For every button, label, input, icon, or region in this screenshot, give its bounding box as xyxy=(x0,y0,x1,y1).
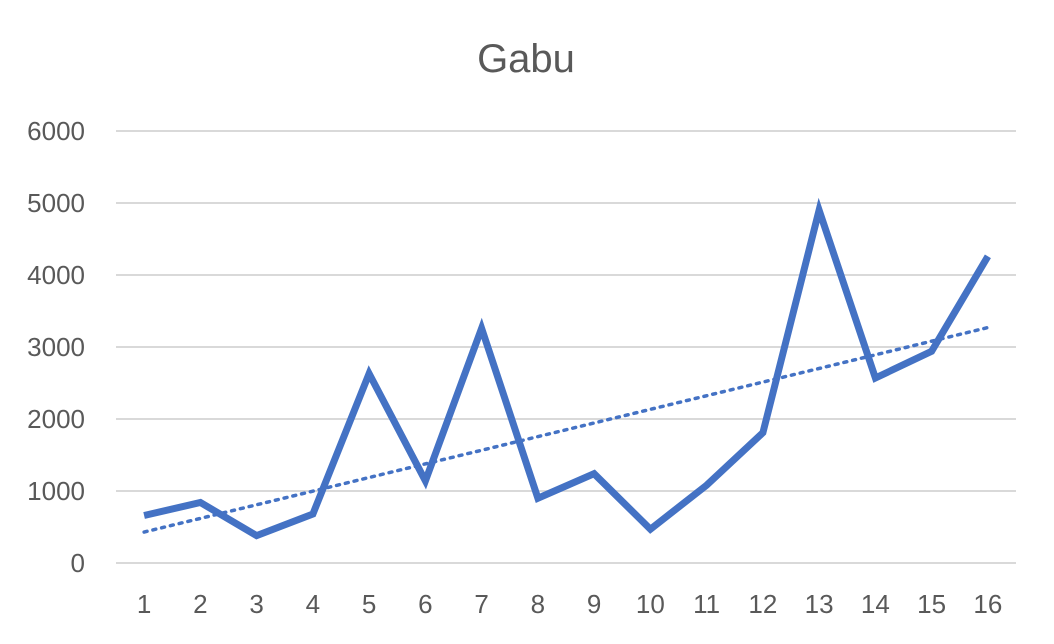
x-tick-label: 13 xyxy=(805,589,834,619)
data-point xyxy=(141,512,148,519)
x-tick-label: 4 xyxy=(306,589,320,619)
y-tick-label: 5000 xyxy=(27,188,85,218)
x-axis-ticks: 1 2 3 4 5 6 7 8 9 10 11 12 13 14 15 16 xyxy=(137,589,1002,619)
x-tick-label: 3 xyxy=(249,589,263,619)
y-tick-label: 3000 xyxy=(27,332,85,362)
y-axis-ticks: 0 1000 2000 3000 4000 5000 6000 xyxy=(27,116,85,578)
data-point xyxy=(759,429,766,436)
data-point xyxy=(366,370,373,377)
x-tick-label: 12 xyxy=(748,589,777,619)
series-group xyxy=(141,197,991,540)
data-point xyxy=(816,207,823,214)
data-point xyxy=(647,526,654,533)
data-point xyxy=(534,495,541,502)
y-tick-label: 0 xyxy=(71,548,85,578)
y-tick-label: 1000 xyxy=(27,476,85,506)
x-tick-label: 15 xyxy=(917,589,946,619)
chart-title: Gabu xyxy=(477,37,575,81)
data-point xyxy=(872,374,879,381)
x-tick-label: 7 xyxy=(474,589,488,619)
x-tick-label: 11 xyxy=(693,589,720,619)
y-tick-label: 2000 xyxy=(27,404,85,434)
data-point xyxy=(197,499,204,506)
x-tick-label: 14 xyxy=(861,589,890,619)
series-line xyxy=(143,197,991,540)
trendline-group xyxy=(142,325,990,534)
x-tick-label: 9 xyxy=(587,589,601,619)
gridlines xyxy=(116,130,1016,564)
y-tick-label: 4000 xyxy=(27,260,85,290)
data-point xyxy=(703,482,710,489)
trendline xyxy=(142,325,990,534)
data-point xyxy=(422,477,429,484)
data-point xyxy=(253,532,260,539)
x-tick-label: 6 xyxy=(418,589,432,619)
data-point xyxy=(984,253,991,260)
y-tick-label: 6000 xyxy=(27,116,85,146)
x-tick-label: 5 xyxy=(362,589,376,619)
x-tick-label: 16 xyxy=(973,589,1002,619)
x-tick-label: 8 xyxy=(531,589,545,619)
data-point xyxy=(928,348,935,355)
x-tick-label: 1 xyxy=(137,589,151,619)
x-tick-label: 10 xyxy=(636,589,665,619)
x-tick-label: 2 xyxy=(193,589,207,619)
data-point xyxy=(591,470,598,477)
data-point xyxy=(478,325,485,332)
data-point xyxy=(309,511,316,518)
